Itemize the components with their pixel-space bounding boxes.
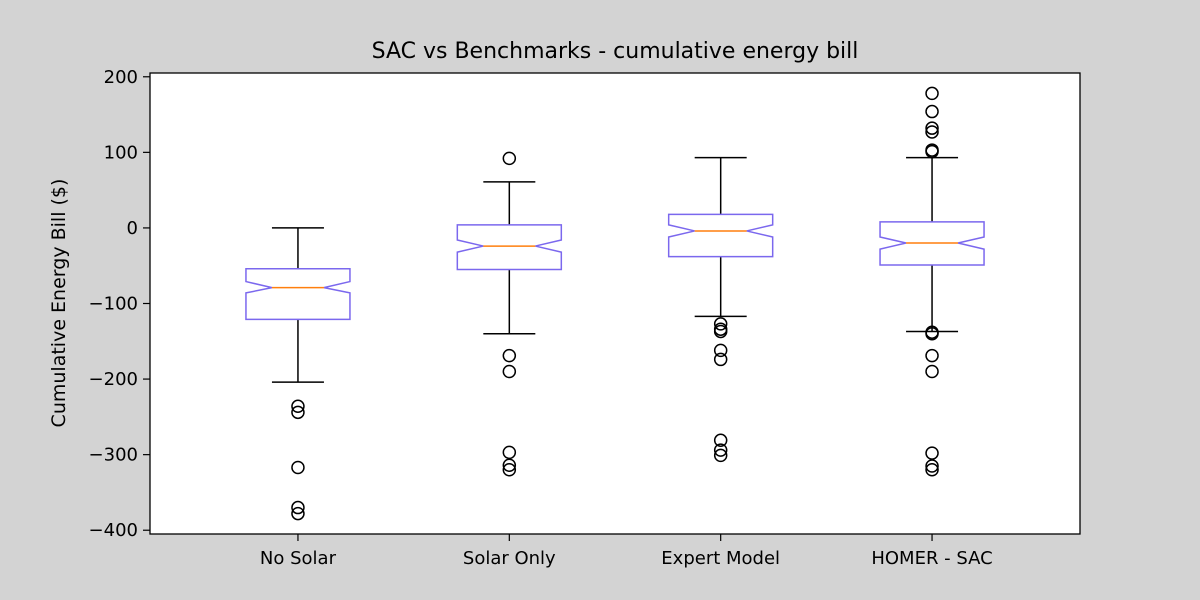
x-tick-label: HOMER - SAC	[871, 548, 992, 569]
outlier-point	[502, 348, 517, 363]
outlier-point	[713, 448, 728, 463]
outlier-point	[291, 399, 305, 414]
outlier-point	[925, 121, 939, 135]
outlier-point	[713, 343, 728, 358]
y-tick-label: −200	[89, 369, 138, 390]
x-tick-label: No Solar	[260, 548, 337, 569]
box-body	[667, 213, 774, 258]
outlier-point	[925, 446, 939, 460]
outlier-point	[925, 348, 939, 363]
outlier-point	[925, 463, 939, 477]
box-group-3	[879, 86, 985, 477]
box-group-2	[667, 156, 774, 463]
box-body	[456, 224, 563, 271]
outlier-point	[502, 445, 517, 460]
outlier-point	[713, 352, 728, 367]
plot-area	[150, 73, 1080, 534]
outlier-point	[713, 317, 728, 331]
outlier-point	[925, 104, 939, 119]
outlier-point	[925, 86, 939, 101]
box-group-0	[245, 227, 351, 521]
y-tick-label: 100	[104, 142, 138, 163]
chart-title: SAC vs Benchmarks - cumulative energy bi…	[372, 39, 859, 64]
outlier-point	[291, 460, 305, 475]
y-axis-label: Cumulative Energy Bill ($)	[48, 179, 70, 428]
outlier-point	[925, 125, 939, 139]
outlier-point	[291, 506, 305, 521]
x-tick-label: Solar Only	[463, 548, 556, 569]
y-tick-label: 0	[127, 218, 138, 239]
outlier-point	[502, 364, 517, 379]
outlier-point	[925, 144, 939, 159]
outlier-point	[291, 405, 305, 420]
chart-marks	[245, 86, 985, 521]
outlier-point	[502, 463, 517, 477]
outlier-point	[925, 459, 939, 473]
outlier-point	[925, 364, 939, 379]
box-body	[245, 267, 351, 321]
outlier-point	[713, 324, 728, 339]
outlier-point	[713, 433, 728, 448]
outlier-point	[925, 326, 939, 341]
x-tick-label: Expert Model	[661, 548, 780, 569]
y-tick-label: −300	[89, 445, 138, 466]
y-tick-label: 200	[104, 67, 138, 88]
y-tick-label: −100	[89, 294, 138, 315]
y-tick-label: −400	[89, 520, 138, 541]
outlier-point	[713, 443, 728, 457]
plot-frame	[149, 72, 1081, 535]
outlier-point	[502, 458, 517, 472]
outlier-point	[291, 500, 305, 515]
box-body	[879, 221, 985, 266]
outlier-point	[502, 151, 517, 166]
box-group-1	[456, 151, 563, 477]
